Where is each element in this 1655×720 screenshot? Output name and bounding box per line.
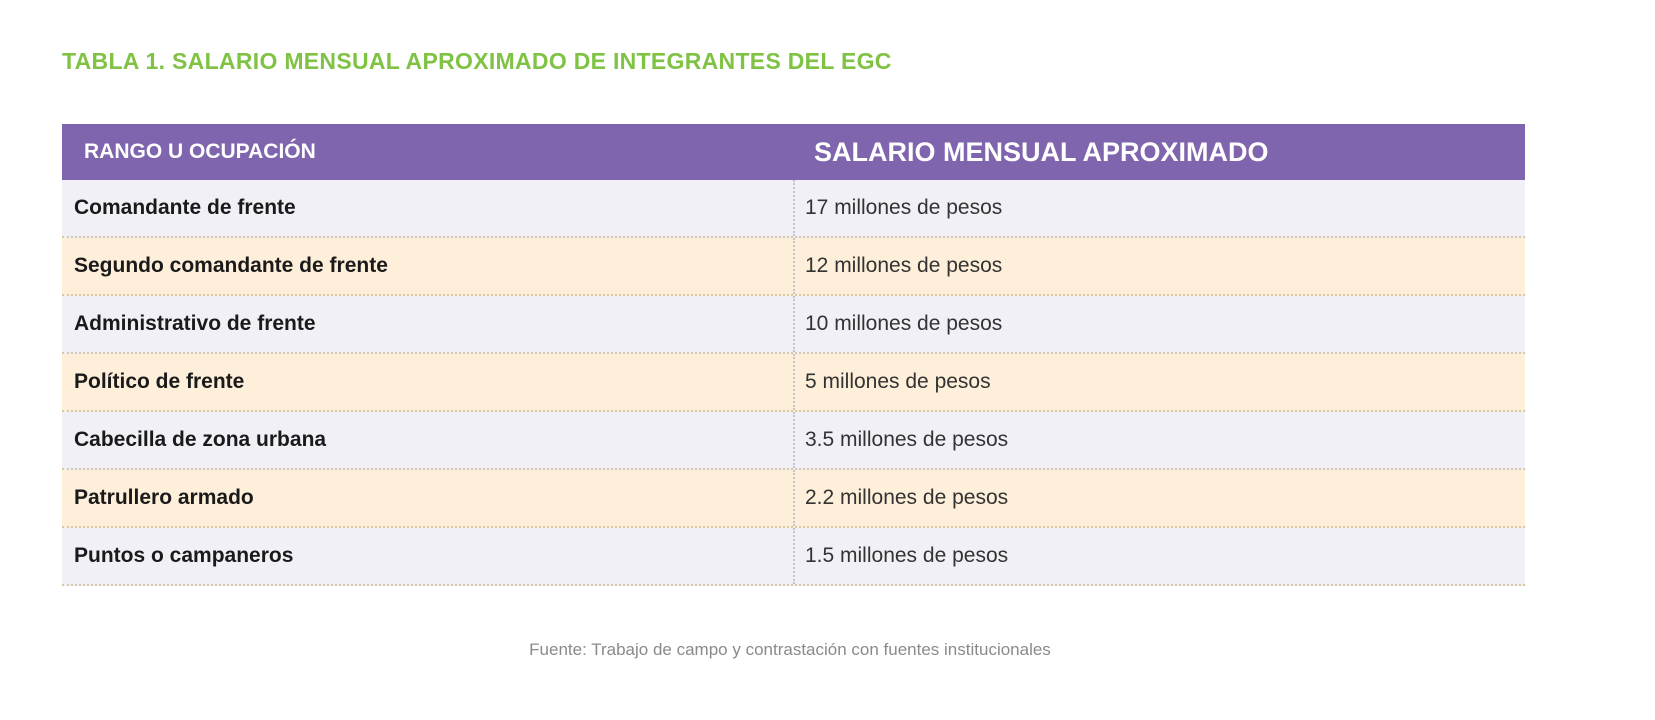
rank-cell: Segundo comandante de frente bbox=[62, 238, 795, 294]
rank-cell: Patrullero armado bbox=[62, 470, 795, 526]
rank-cell: Comandante de frente bbox=[62, 180, 795, 236]
table-row: Político de frente 5 millones de pesos bbox=[62, 354, 1525, 412]
table-header: RANGO U OCUPACIÓN SALARIO MENSUAL APROXI… bbox=[62, 124, 1525, 180]
table-title: TABLA 1. SALARIO MENSUAL APROXIMADO DE I… bbox=[62, 48, 892, 74]
salary-cell: 3.5 millones de pesos bbox=[805, 428, 1009, 451]
header-rank: RANGO U OCUPACIÓN bbox=[84, 140, 316, 163]
table-row: Comandante de frente 17 millones de pesos bbox=[62, 180, 1525, 238]
table-row: Puntos o campaneros 1.5 millones de pesos bbox=[62, 528, 1525, 586]
salary-cell: 1.5 millones de pesos bbox=[805, 544, 1009, 567]
table-row: Segundo comandante de frente 12 millones … bbox=[62, 238, 1525, 296]
table-row: Cabecilla de zona urbana 3.5 millones de … bbox=[62, 412, 1525, 470]
salary-cell: 17 millones de pesos bbox=[805, 196, 1003, 219]
source-note: Fuente: Trabajo de campo y contrastación… bbox=[529, 640, 1051, 659]
salary-cell: 2.2 millones de pesos bbox=[805, 486, 1009, 509]
salary-cell: 10 millones de pesos bbox=[805, 312, 1003, 335]
header-salary: SALARIO MENSUAL APROXIMADO bbox=[814, 136, 1269, 167]
salary-table: RANGO U OCUPACIÓN SALARIO MENSUAL APROXI… bbox=[62, 124, 1525, 586]
rank-cell: Puntos o campaneros bbox=[62, 528, 795, 584]
rank-cell: Político de frente bbox=[62, 354, 795, 410]
rank-cell: Cabecilla de zona urbana bbox=[62, 412, 795, 468]
salary-cell: 12 millones de pesos bbox=[805, 254, 1003, 277]
table-row: Administrativo de frente 10 millones de p… bbox=[62, 296, 1525, 354]
table-row: Patrullero armado 2.2 millones de pesos bbox=[62, 470, 1525, 528]
salary-cell: 5 millones de pesos bbox=[805, 370, 991, 393]
rank-cell: Administrativo de frente bbox=[62, 296, 795, 352]
